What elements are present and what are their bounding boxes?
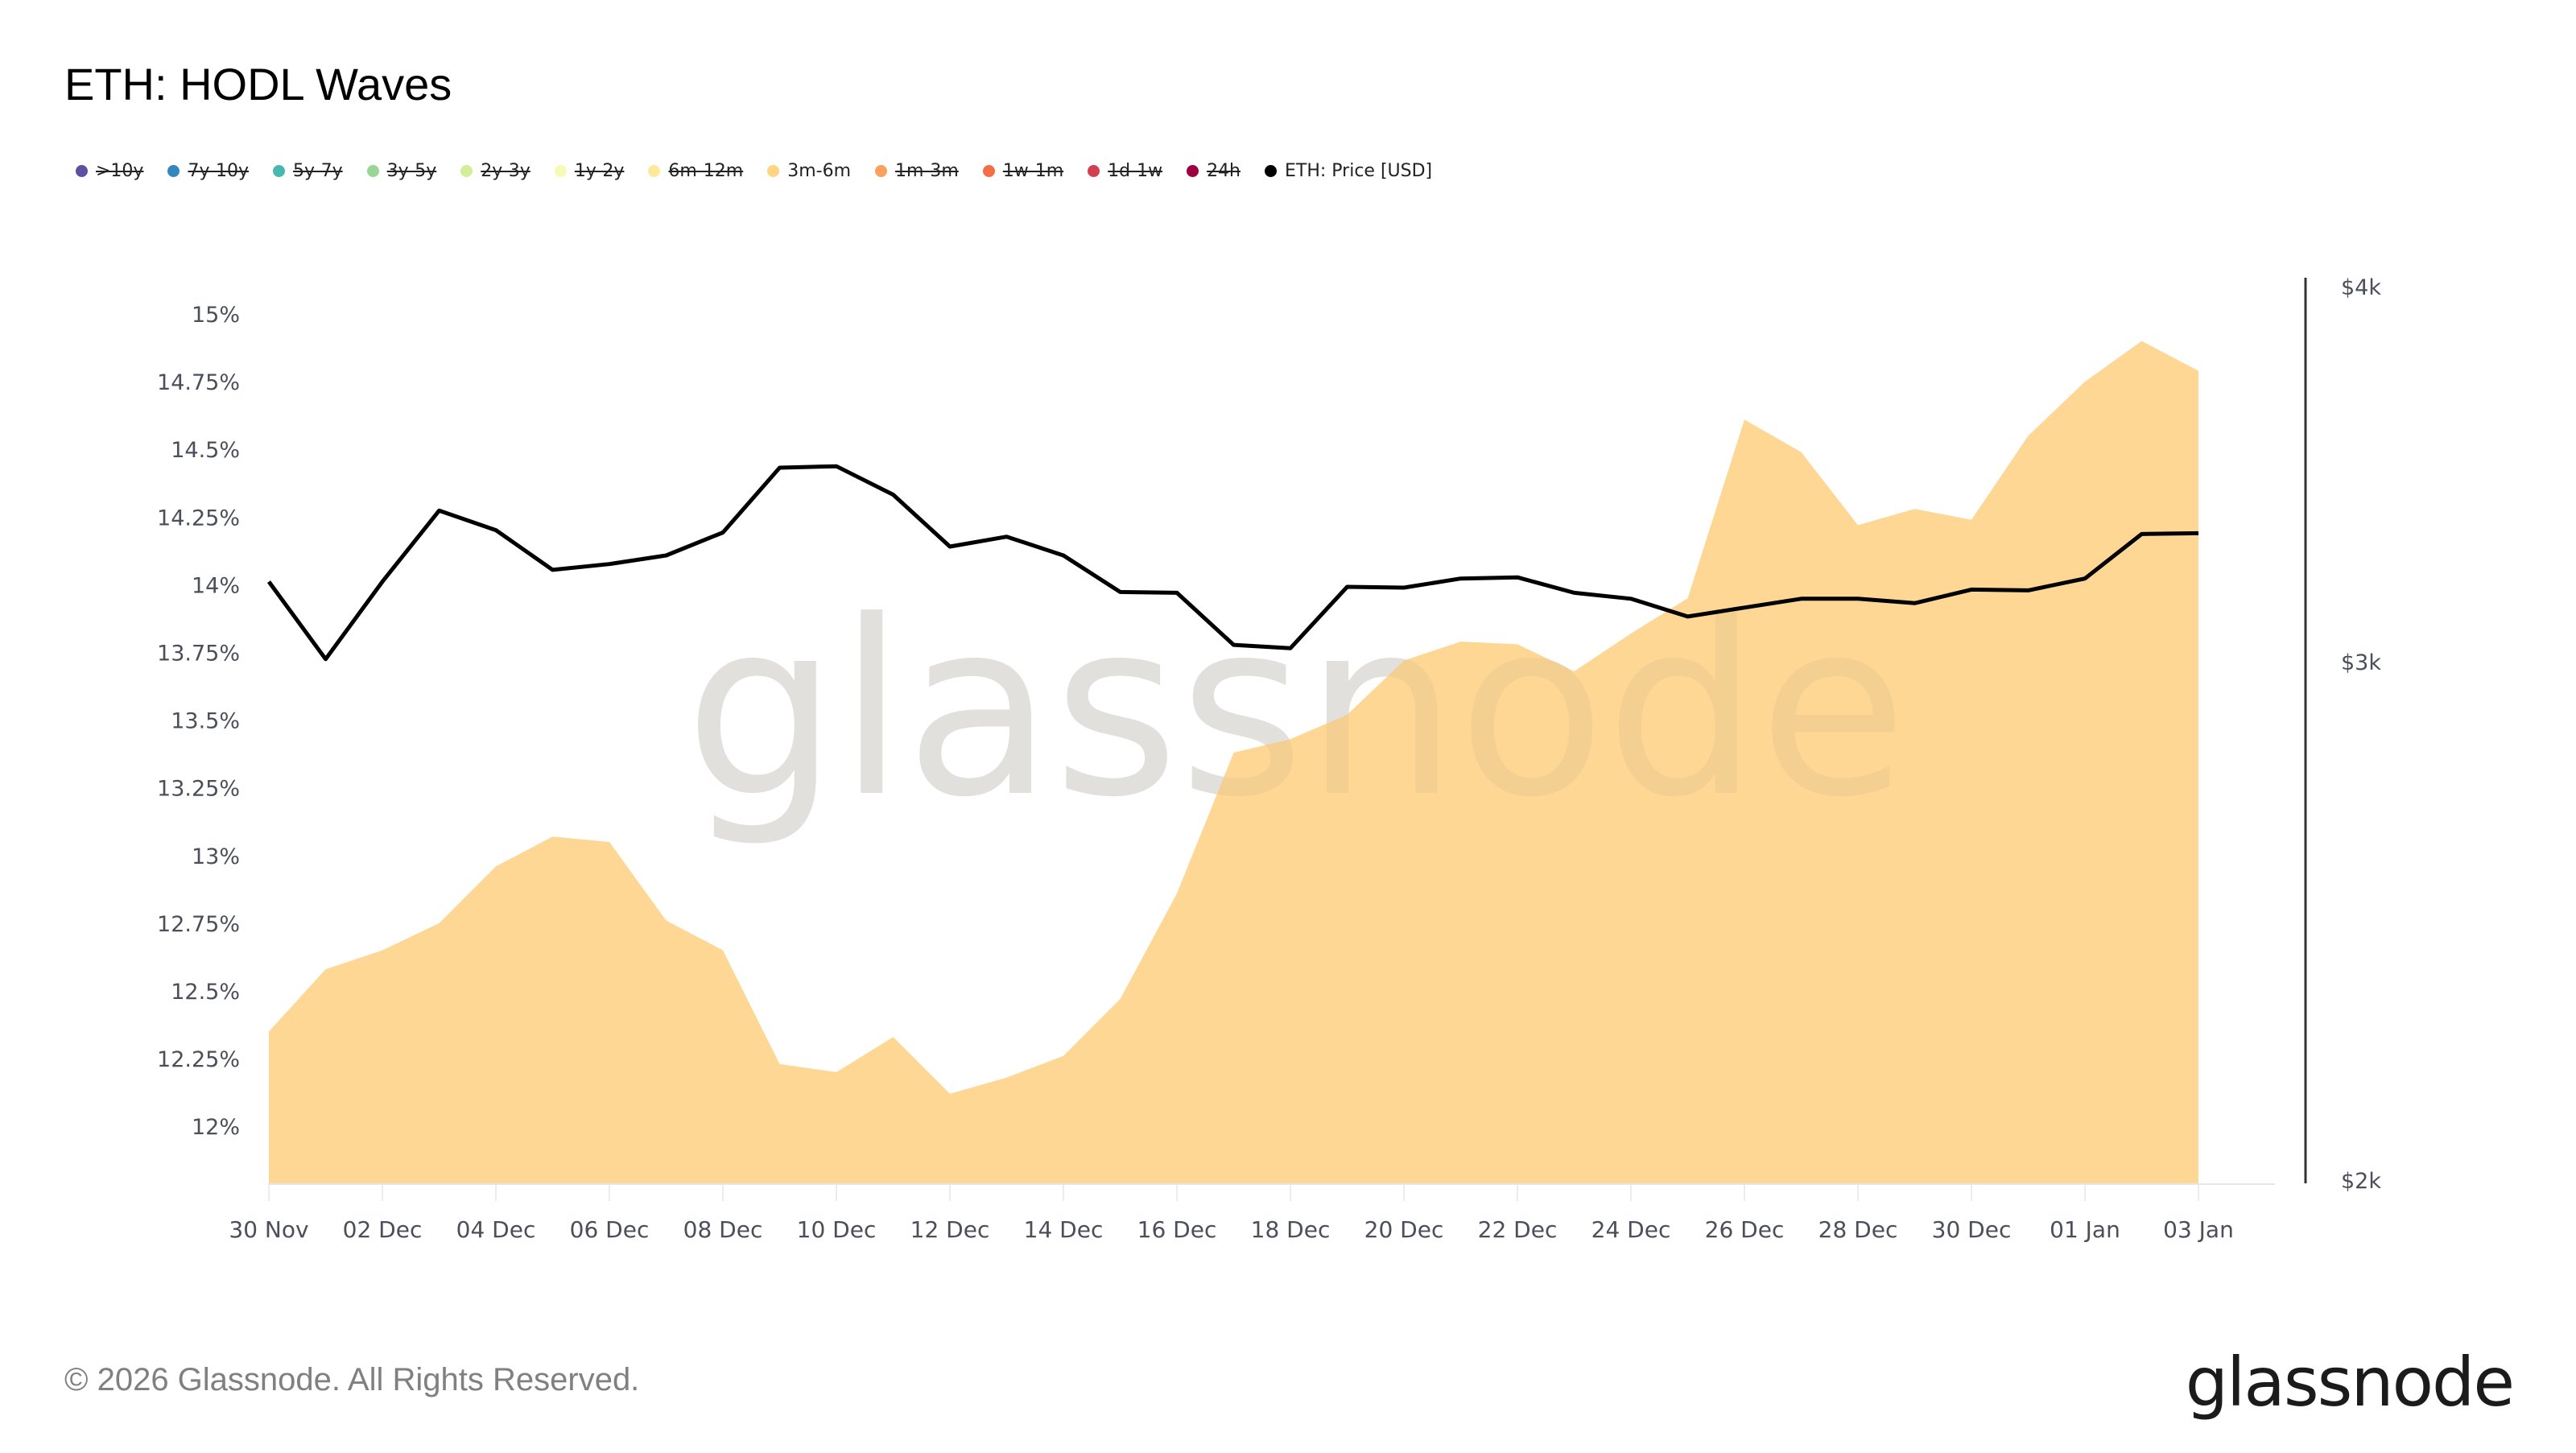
legend-dot-icon [1088,165,1100,177]
legend-item[interactable]: 6m-12m [648,161,743,181]
left-tick-label: 15% [192,303,240,328]
left-tick-label: 14.5% [171,438,240,463]
legend-label: 1m-3m [895,161,959,181]
x-tick-label: 12 Dec [910,1216,990,1243]
legend-dot-icon [273,165,286,177]
legend-label: 7y-10y [188,161,250,181]
legend-dot-icon [767,165,780,177]
legend-dot-icon [875,165,888,177]
left-tick-label: 13.5% [171,709,240,734]
copyright-text: © 2026 Glassnode. All Rights Reserved. [64,1362,640,1397]
x-tick-label: 03 Jan [2163,1216,2234,1243]
legend-item[interactable]: 3y-5y [366,161,437,181]
left-tick-label: 13.25% [157,777,240,802]
x-tick-label: 30 Nov [229,1216,308,1243]
legend-label: 3m-6m [787,161,852,181]
x-tick-label: 01 Jan [2050,1216,2120,1243]
legend-label: 3y-5y [386,161,437,181]
x-axis-ticks: 30 Nov 02 Dec 04 Dec 06 Dec 08 Dec 10 Dec 12 D… [229,1216,2233,1243]
legend-item[interactable]: >10y [76,161,143,181]
left-tick-label: 13% [192,844,240,869]
price-line[interactable] [266,464,2199,662]
left-tick-label: 14.75% [157,370,240,395]
legend-item[interactable]: 1y-2y [554,161,625,181]
legend-label: 1w-1m [1002,161,1064,181]
x-grid-ticks [268,1183,2199,1201]
x-tick-label: 14 Dec [1024,1216,1104,1243]
right-axis-ticks: $4k $3k $2k [2341,275,2381,1194]
left-axis-ticks: 15% 14.75% 14.5% 14.25% 14% 13.75% 13.5% 13.25%… [157,303,240,1140]
left-tick-label: 12% [192,1115,240,1140]
legend-label: 2y-3y [481,161,530,181]
legend-item[interactable]: 1w-1m [982,161,1064,181]
legend-dot-icon [648,165,661,177]
left-tick-label: 12.75% [157,912,240,937]
legend-item[interactable]: 1m-3m [875,161,959,181]
left-tick-label: 12.5% [171,980,240,1005]
legend-item[interactable]: 1d-1w [1088,161,1162,181]
x-tick-label: 10 Dec [797,1216,877,1243]
x-tick-label: 22 Dec [1478,1216,1558,1243]
right-tick-label: $4k [2341,275,2381,300]
legend-label: 1d-1w [1108,161,1163,181]
legend-dot-icon [167,165,180,177]
glassnode-logo[interactable]: glassnode [2185,1343,2515,1422]
right-tick-label: $2k [2341,1169,2381,1194]
area-3m-6m[interactable] [269,341,2198,1184]
left-tick-label: 12.25% [157,1047,240,1072]
x-tick-label: 20 Dec [1364,1216,1444,1243]
x-tick-label: 28 Dec [1818,1216,1898,1243]
left-tick-label: 14% [192,573,240,598]
chart-legend: >10y 7y-10y 5y-7y 3y-5y 2y-3y 1y-2y 6m-12m 3m-6… [76,161,1456,181]
x-tick-label: 08 Dec [683,1216,763,1243]
legend-item[interactable]: 24h [1187,161,1241,181]
x-tick-label: 04 Dec [456,1216,536,1243]
legend-label: ETH: Price [USD] [1285,161,1433,181]
legend-label: 6m-12m [668,161,744,181]
legend-label: 5y-7y [293,161,343,181]
x-tick-label: 06 Dec [570,1216,650,1243]
legend-dot-icon [460,165,473,177]
legend-dot-icon [554,165,567,177]
legend-item[interactable]: 5y-7y [273,161,343,181]
chart-title: ETH: HODL Waves [64,59,452,109]
x-tick-label: 16 Dec [1137,1216,1217,1243]
left-tick-label: 14.25% [157,506,240,530]
legend-item[interactable]: 7y-10y [167,161,249,181]
legend-item[interactable]: 2y-3y [460,161,530,181]
legend-label: 24h [1207,161,1241,181]
legend-dot-icon [366,165,379,177]
legend-dot-icon [982,165,995,177]
legend-dot-icon [76,165,88,177]
left-tick-label: 13.75% [157,642,240,667]
legend-label: >10y [96,161,144,181]
right-tick-label: $3k [2341,650,2381,675]
x-tick-label: 18 Dec [1251,1216,1331,1243]
legend-dot-icon [1265,165,1277,177]
x-tick-label: 02 Dec [343,1216,423,1243]
x-tick-label: 26 Dec [1705,1216,1785,1243]
legend-item[interactable]: 3m-6m [767,161,851,181]
x-tick-label: 30 Dec [1932,1216,2012,1243]
legend-item[interactable]: ETH: Price [USD] [1265,161,1432,181]
legend-dot-icon [1187,165,1199,177]
legend-label: 1y-2y [574,161,625,181]
x-tick-label: 24 Dec [1591,1216,1671,1243]
